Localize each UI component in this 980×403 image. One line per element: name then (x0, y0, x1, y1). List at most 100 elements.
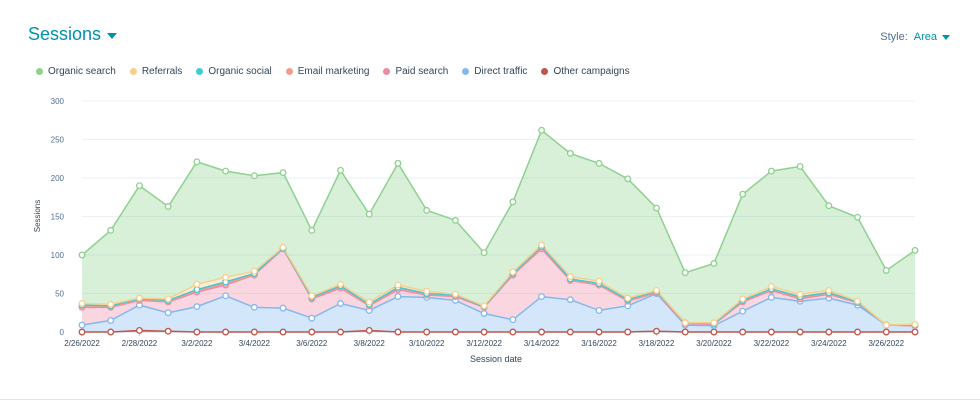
point-referrals (911, 320, 919, 328)
point-organic-search (365, 210, 373, 218)
x-tick-label: 3/12/2022 (466, 339, 502, 348)
point-other-campaigns (624, 328, 632, 336)
point-other-campaigns (107, 328, 115, 336)
legend-swatch (285, 68, 293, 75)
point-referrals (193, 280, 201, 288)
legend-item-organic-social[interactable]: Organic social (196, 66, 272, 77)
point-referrals (480, 302, 488, 310)
point-referrals (164, 295, 172, 303)
sessions-dropdown[interactable]: Sessions (28, 24, 118, 45)
point-referrals (595, 277, 603, 285)
chevron-down-icon (942, 34, 950, 40)
point-organic-search (193, 158, 201, 166)
point-other-campaigns (365, 327, 373, 334)
point-referrals (796, 290, 804, 298)
legend-swatch (196, 68, 204, 75)
x-tick-label: 2/26/2022 (64, 339, 100, 348)
point-organic-search (135, 182, 143, 190)
series-points (78, 126, 919, 336)
point-direct-traffic (566, 296, 574, 304)
legend-item-other-campaigns[interactable]: Other campaigns (541, 66, 630, 77)
point-organic-search (767, 167, 775, 175)
point-referrals (365, 298, 373, 306)
point-other-campaigns (509, 328, 517, 336)
legend-item-direct-traffic[interactable]: Direct traffic (462, 66, 527, 77)
x-tick-label: 3/6/2022 (296, 339, 328, 348)
point-organic-search (624, 175, 632, 183)
y-tick-label: 300 (51, 97, 65, 106)
point-organic-search (250, 172, 258, 180)
point-referrals (250, 267, 258, 275)
point-other-campaigns (854, 328, 862, 336)
point-organic-search (78, 251, 86, 259)
point-other-campaigns (193, 328, 201, 336)
legend-item-paid-search[interactable]: Paid search (383, 66, 448, 77)
point-organic-search (796, 162, 804, 170)
point-referrals (423, 287, 431, 295)
point-other-campaigns (653, 327, 660, 335)
point-direct-traffic (279, 304, 287, 312)
point-organic-search (882, 266, 890, 274)
point-other-campaigns (911, 328, 919, 336)
point-organic-search (394, 159, 402, 167)
point-organic-search (653, 204, 660, 212)
point-direct-traffic (480, 310, 488, 317)
point-referrals (451, 290, 459, 298)
x-tick-label: 3/22/2022 (754, 339, 790, 348)
style-dropdown[interactable]: Area (914, 31, 950, 43)
area-direct-traffic (82, 293, 915, 332)
legend-item-organic-search[interactable]: Organic search (36, 66, 116, 77)
point-other-campaigns (566, 328, 574, 336)
point-organic-search (509, 198, 517, 206)
point-referrals (135, 294, 143, 302)
point-referrals (566, 273, 574, 281)
line-organic-search (81, 129, 916, 274)
y-tick-label: 0 (60, 328, 65, 337)
divider (0, 399, 980, 400)
legend-label: Referrals (141, 66, 183, 77)
point-organic-search (710, 260, 718, 267)
line-organic-social (81, 245, 915, 326)
point-other-campaigns (710, 328, 718, 336)
line-referrals (81, 243, 916, 326)
point-other-campaigns (308, 328, 316, 336)
point-direct-traffic (739, 307, 747, 315)
point-direct-traffic (595, 306, 603, 314)
x-tick-label: 2/28/2022 (122, 339, 158, 348)
y-tick-label: 50 (55, 290, 64, 299)
legend-label: Organic social (208, 66, 272, 77)
point-direct-traffic (78, 321, 86, 329)
x-tick-label: 3/18/2022 (639, 339, 675, 348)
point-organic-search (681, 269, 689, 277)
line-other-campaigns (82, 329, 915, 333)
point-organic-search (538, 126, 546, 134)
legend-label: Paid search (395, 66, 449, 77)
point-organic-search (107, 226, 115, 234)
point-other-campaigns (681, 328, 689, 336)
point-direct-traffic (509, 316, 517, 324)
point-other-campaigns (279, 328, 287, 336)
legend-item-referrals[interactable]: Referrals (129, 66, 183, 77)
point-organic-search (337, 166, 344, 174)
y-tick-label: 200 (51, 174, 65, 183)
x-tick-label: 3/4/2022 (239, 339, 271, 348)
point-other-campaigns (882, 328, 890, 336)
style-label: Style: (880, 31, 908, 43)
legend-item-email-marketing[interactable]: Email marketing (285, 66, 370, 77)
y-tick-label: 150 (51, 213, 65, 222)
point-other-campaigns (767, 328, 775, 336)
point-referrals (653, 286, 660, 294)
point-organic-search (566, 149, 574, 157)
point-direct-traffic (164, 309, 172, 317)
legend-label: Email marketing (297, 66, 370, 77)
x-tick-label: 3/20/2022 (696, 339, 732, 348)
point-organic-search (423, 206, 431, 214)
point-referrals (308, 292, 316, 300)
legend-label: Organic search (48, 66, 116, 77)
y-tick-label: 100 (51, 251, 65, 260)
point-referrals (78, 300, 86, 307)
series-lines (81, 129, 916, 333)
legend-swatch (129, 68, 137, 75)
point-other-campaigns (135, 327, 143, 334)
